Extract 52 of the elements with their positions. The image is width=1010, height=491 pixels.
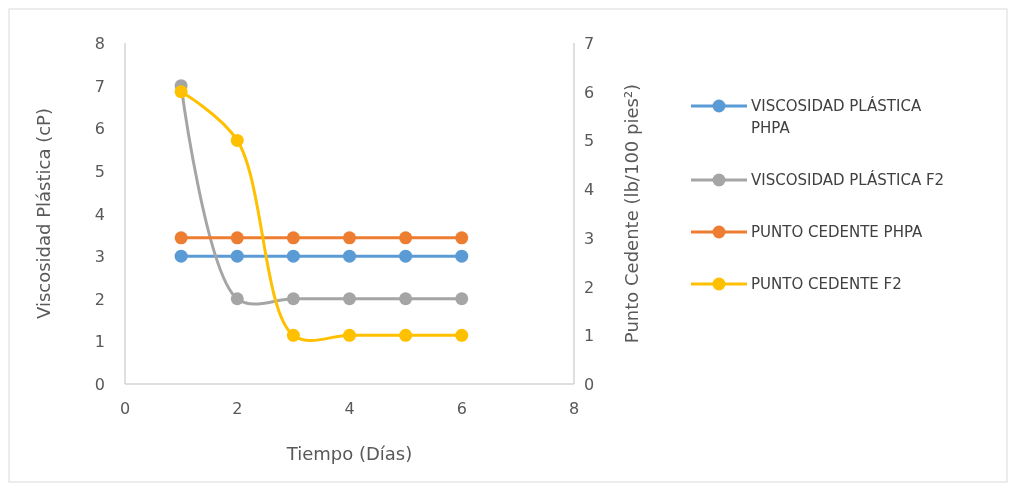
y2-tick-label: 1	[584, 326, 595, 346]
point	[399, 292, 413, 306]
y2-tick-label: 7	[584, 34, 595, 53]
point	[455, 231, 469, 245]
point	[286, 292, 300, 306]
point	[399, 231, 413, 245]
point	[455, 292, 469, 306]
point	[286, 231, 300, 245]
point	[399, 328, 413, 342]
y-tick-label: 5	[94, 161, 105, 181]
y-tick-label: 8	[94, 34, 105, 53]
y2-tick-label: 5	[584, 131, 595, 151]
x-tick-label: 4	[344, 399, 355, 418]
y-axis-title: Viscosidad Plástica (cP)	[33, 108, 54, 319]
legend-label: PUNTO CEDENTE F2	[751, 275, 902, 293]
y-tick-label: 2	[94, 289, 105, 309]
y-tick-label: 0	[94, 375, 105, 394]
x-axis-title: Tiempo (Días)	[285, 443, 413, 464]
point	[286, 249, 300, 263]
x-tick-label: 8	[568, 399, 580, 418]
y2-tick-label: 2	[584, 277, 595, 297]
y-tick-label: 1	[94, 332, 105, 352]
y2-tick-label: 3	[584, 228, 595, 248]
point	[399, 249, 413, 263]
legend-label: VISCOSIDAD PLÁSTICA F2	[751, 170, 945, 189]
legend-label: PUNTO CEDENTE PHPA	[751, 223, 923, 241]
legend-label: VISCOSIDAD PLÁSTICA PHPA	[751, 96, 922, 137]
point	[230, 133, 244, 147]
x-tick-label: 6	[456, 399, 467, 418]
point	[286, 328, 300, 342]
x-tick-label: 0	[119, 399, 131, 418]
point	[230, 249, 244, 263]
y-tick-label: 4	[94, 204, 105, 224]
point	[230, 231, 244, 245]
x-tick-label: 2	[232, 399, 243, 418]
y2-tick-label: 6	[584, 82, 595, 102]
point	[343, 249, 356, 263]
point	[455, 249, 469, 263]
y2-tick-label: 4	[584, 180, 595, 200]
point	[343, 328, 356, 342]
point	[174, 85, 188, 99]
point	[230, 292, 244, 306]
point	[343, 231, 356, 245]
y-tick-label: 6	[94, 119, 105, 139]
point	[174, 231, 188, 245]
point	[343, 292, 356, 306]
point	[174, 249, 188, 263]
y2-axis-title: Punto Cedente (lb/100 pies²)	[621, 83, 642, 344]
point	[455, 328, 469, 342]
y-tick-label: 3	[94, 247, 105, 267]
y2-tick-label: 0	[584, 375, 595, 394]
y-tick-label: 7	[94, 76, 105, 96]
